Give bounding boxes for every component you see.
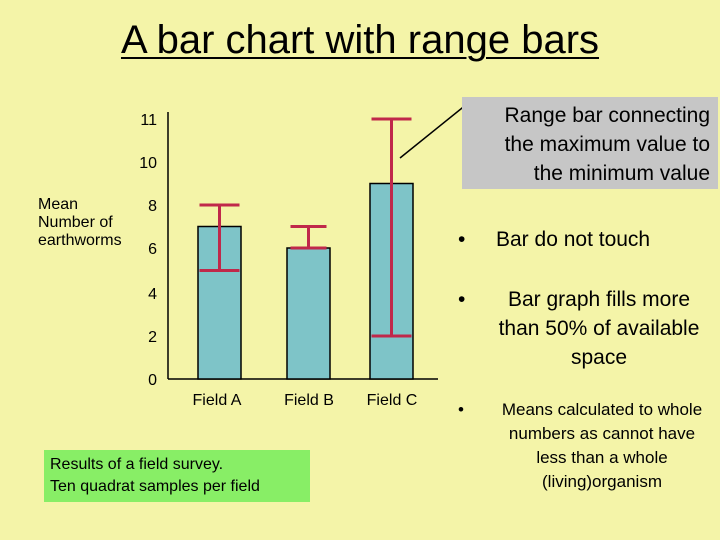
- bullet-marker: •: [458, 400, 464, 419]
- bullet-marker: •: [458, 228, 466, 251]
- survey-note-line: Ten quadrat samples per field: [50, 478, 260, 495]
- callout-line-text: the minimum value: [533, 162, 710, 185]
- y-tick-label: 10: [139, 155, 157, 172]
- callout-line-text: Range bar connecting: [504, 104, 710, 127]
- y-axis-label-line: Mean: [38, 196, 79, 213]
- range-bar-callout: Range bar connecting the maximum value t…: [462, 97, 718, 189]
- callout-pointer-line: [399, 99, 473, 159]
- y-tick-label: 4: [148, 286, 157, 303]
- y-axis-label-line: earthworms: [38, 232, 122, 249]
- bullet-marker: •: [458, 288, 466, 311]
- y-tick-label: 11: [140, 112, 157, 129]
- bullet-text: Bar do not touch: [496, 228, 651, 251]
- survey-note-line: Results of a field survey.: [50, 456, 224, 473]
- x-tick-label: Field C: [367, 392, 418, 409]
- y-tick-label: 0: [148, 372, 157, 389]
- x-tick-label: Field A: [193, 392, 242, 409]
- survey-note: Results of a field survey. Ten quadrat s…: [44, 450, 310, 502]
- y-axis-label-line: Number of: [38, 214, 113, 231]
- y-tick-label: 6: [148, 241, 157, 258]
- y-tick-label: 8: [148, 198, 157, 215]
- page-title: A bar chart with range bars: [120, 18, 600, 62]
- y-axis-label: Mean Number of earthworms: [38, 196, 122, 250]
- callout-line-text: the maximum value to: [504, 133, 710, 156]
- y-tick-label: 2: [148, 329, 157, 346]
- bullet-text: Means calculated to whole numbers as can…: [501, 400, 703, 491]
- bar-2: [286, 247, 331, 380]
- x-tick-label: Field B: [284, 392, 334, 409]
- bullet-text: Bar graph fills more than 50% of availab…: [498, 288, 700, 369]
